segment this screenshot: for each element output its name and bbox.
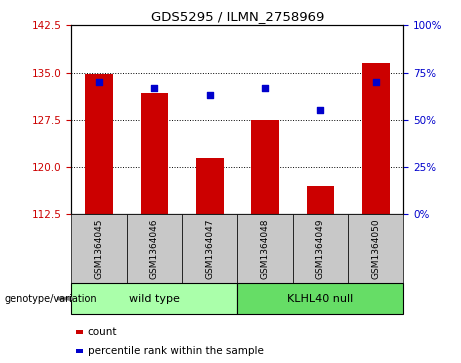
Point: [95, 79, 103, 85]
Bar: [85, 74, 113, 214]
Point: [317, 107, 324, 113]
Text: GSM1364045: GSM1364045: [95, 219, 104, 279]
Text: KLHL40 null: KLHL40 null: [287, 294, 354, 303]
Text: count: count: [88, 327, 117, 337]
Title: GDS5295 / ILMN_2758969: GDS5295 / ILMN_2758969: [151, 10, 324, 23]
Text: GSM1364047: GSM1364047: [205, 219, 214, 279]
Bar: [307, 186, 334, 214]
Point: [261, 85, 269, 91]
Text: percentile rank within the sample: percentile rank within the sample: [88, 346, 264, 356]
Text: GSM1364049: GSM1364049: [316, 219, 325, 279]
Bar: [251, 120, 279, 214]
Point: [206, 92, 213, 98]
Bar: [196, 158, 224, 214]
Bar: [141, 93, 168, 214]
Text: GSM1364046: GSM1364046: [150, 219, 159, 279]
Point: [372, 79, 379, 85]
Text: genotype/variation: genotype/variation: [5, 294, 97, 303]
Text: GSM1364048: GSM1364048: [260, 219, 270, 279]
Point: [151, 85, 158, 91]
Text: wild type: wild type: [129, 294, 180, 303]
Bar: [362, 63, 390, 214]
Text: GSM1364050: GSM1364050: [371, 218, 380, 279]
